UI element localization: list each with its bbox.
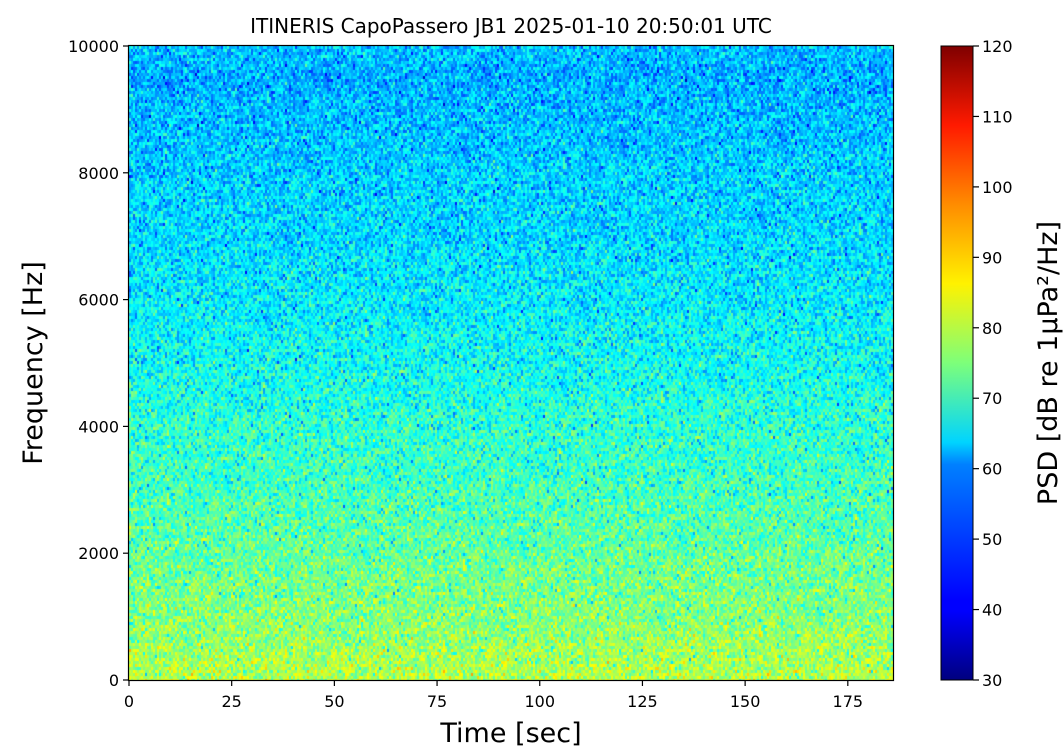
colorbar-tick-label: 80 xyxy=(982,319,1002,338)
x-tick-label: 50 xyxy=(324,692,344,711)
colorbar-tick-label: 60 xyxy=(982,460,1002,479)
x-axis-label: Time [sec] xyxy=(439,718,581,748)
y-axis-ticks: 0 2000 4000 6000 8000 10000 xyxy=(68,37,129,690)
colorbar-label: PSD [dB re 1μPa²/Hz] xyxy=(1033,221,1064,505)
colorbar-tick-label: 90 xyxy=(982,248,1002,267)
x-tick-label: 0 xyxy=(124,692,134,711)
colorbar-tick-label: 30 xyxy=(982,671,1002,690)
y-tick-label: 6000 xyxy=(78,291,119,310)
colorbar-tick-label: 100 xyxy=(982,178,1013,197)
x-tick-label: 75 xyxy=(427,692,447,711)
colorbar-tick-label: 120 xyxy=(982,37,1013,56)
plot-frame xyxy=(127,44,895,682)
spectrogram-heatmap xyxy=(129,46,893,680)
y-tick-label: 2000 xyxy=(78,544,119,563)
colorbar-tick-label: 40 xyxy=(982,601,1002,620)
x-tick-label: 25 xyxy=(222,692,242,711)
x-tick-label: 150 xyxy=(730,692,761,711)
y-axis-label: Frequency [Hz] xyxy=(18,261,49,465)
y-tick-label: 8000 xyxy=(78,164,119,183)
colorbar-tick-label: 70 xyxy=(982,389,1002,408)
colorbar-tick-label: 50 xyxy=(982,530,1002,549)
y-tick-label: 0 xyxy=(109,671,119,690)
y-tick-label: 4000 xyxy=(78,417,119,436)
x-tick-label: 125 xyxy=(627,692,658,711)
x-tick-label: 175 xyxy=(833,692,864,711)
y-tick-label: 10000 xyxy=(68,37,119,56)
colorbar-ticks: 30 40 50 60 70 80 90 100 110 120 xyxy=(973,37,1013,690)
colorbar xyxy=(940,45,974,681)
colorbar-tick-label: 110 xyxy=(982,107,1013,126)
x-tick-label: 100 xyxy=(524,692,555,711)
chart-title: ITINERIS CapoPassero JB1 2025-01-10 20:5… xyxy=(250,14,772,38)
x-axis-ticks: 0 25 50 75 100 125 150 175 xyxy=(124,680,863,711)
